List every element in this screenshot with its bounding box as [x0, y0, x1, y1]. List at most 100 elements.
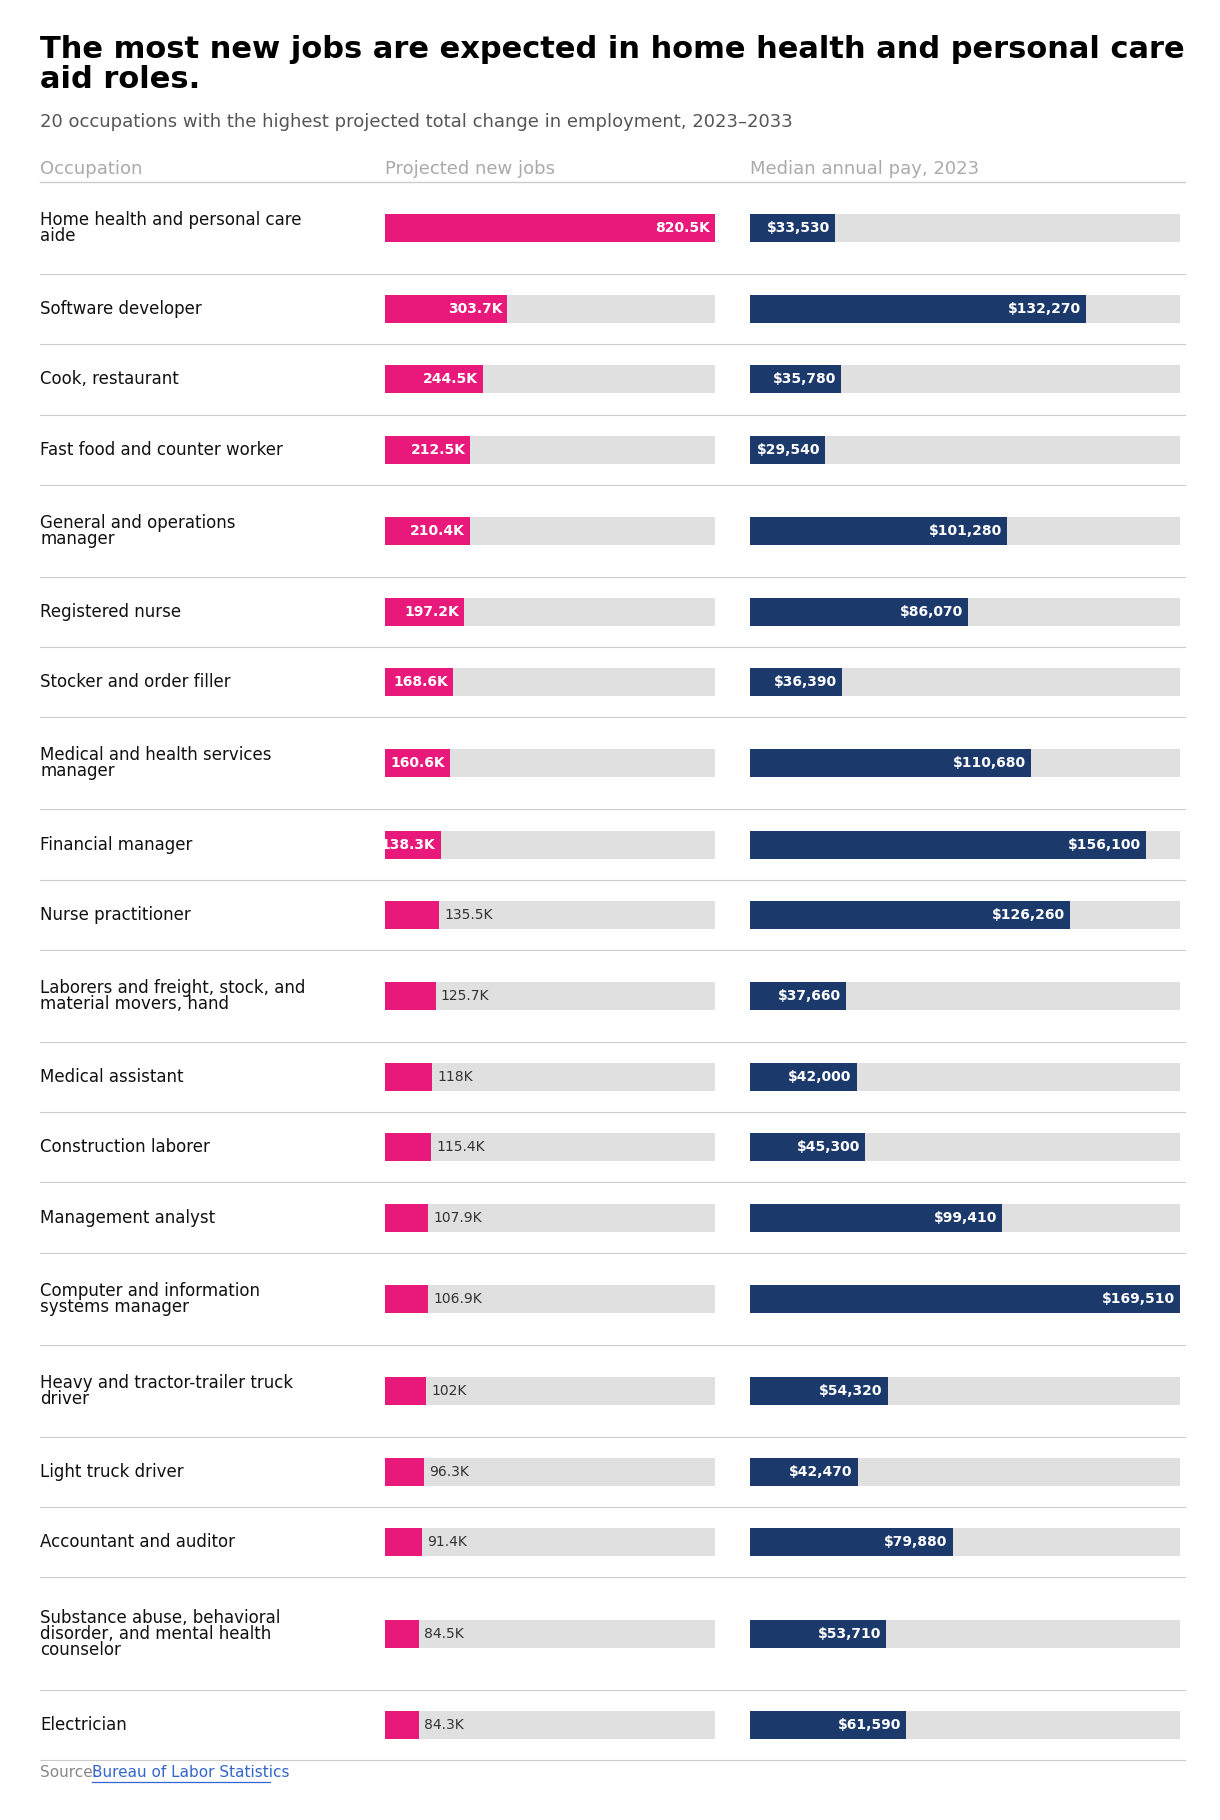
- Bar: [750, 983, 845, 1010]
- Bar: [750, 1285, 1180, 1312]
- Text: Accountant and auditor: Accountant and auditor: [40, 1532, 235, 1551]
- Bar: [750, 517, 1006, 544]
- Text: 212.5K: 212.5K: [410, 442, 466, 457]
- Bar: [386, 1376, 426, 1405]
- Text: General and operations: General and operations: [40, 513, 235, 531]
- Bar: [750, 750, 1031, 777]
- Bar: [386, 435, 715, 464]
- Text: $110,680: $110,680: [953, 757, 1026, 770]
- Text: 84.5K: 84.5K: [425, 1627, 464, 1640]
- Text: 125.7K: 125.7K: [440, 988, 489, 1003]
- Text: $156,100: $156,100: [1068, 837, 1141, 852]
- Text: 244.5K: 244.5K: [423, 373, 478, 386]
- Bar: [750, 901, 1070, 928]
- Bar: [386, 750, 450, 777]
- Text: Projected new jobs: Projected new jobs: [386, 160, 555, 178]
- Text: $132,270: $132,270: [1008, 302, 1081, 317]
- Text: Median annual pay, 2023: Median annual pay, 2023: [750, 160, 980, 178]
- Text: Electrician: Electrician: [40, 1716, 127, 1734]
- Text: $79,880: $79,880: [884, 1534, 948, 1549]
- Bar: [750, 1063, 1180, 1090]
- Text: $126,260: $126,260: [992, 908, 1065, 921]
- Bar: [750, 215, 834, 242]
- Bar: [386, 295, 715, 324]
- Text: 197.2K: 197.2K: [405, 604, 459, 619]
- Bar: [386, 830, 440, 859]
- Text: 160.6K: 160.6K: [390, 757, 444, 770]
- Text: $169,510: $169,510: [1102, 1292, 1175, 1305]
- Text: $86,070: $86,070: [900, 604, 964, 619]
- Bar: [750, 599, 969, 626]
- Text: Fast food and counter worker: Fast food and counter worker: [40, 440, 283, 459]
- Text: $101,280: $101,280: [928, 524, 1002, 539]
- Text: 210.4K: 210.4K: [410, 524, 465, 539]
- Text: Light truck driver: Light truck driver: [40, 1463, 184, 1481]
- Text: Heavy and tractor-trailer truck: Heavy and tractor-trailer truck: [40, 1374, 293, 1392]
- Text: aid roles.: aid roles.: [40, 66, 200, 95]
- Bar: [750, 1134, 1180, 1161]
- Text: Stocker and order filler: Stocker and order filler: [40, 673, 231, 692]
- Bar: [386, 599, 465, 626]
- Bar: [386, 1458, 715, 1485]
- Text: $35,780: $35,780: [772, 373, 836, 386]
- Text: manager: manager: [40, 763, 115, 781]
- Bar: [750, 435, 825, 464]
- Text: Cook, restaurant: Cook, restaurant: [40, 371, 179, 388]
- Bar: [750, 366, 1180, 393]
- Text: Software developer: Software developer: [40, 300, 201, 318]
- Bar: [386, 668, 715, 697]
- Text: $33,530: $33,530: [767, 220, 830, 235]
- Bar: [750, 517, 1180, 544]
- Text: counselor: counselor: [40, 1640, 121, 1658]
- Bar: [386, 1285, 428, 1312]
- Bar: [386, 366, 483, 393]
- Bar: [750, 1203, 1180, 1232]
- Text: manager: manager: [40, 530, 115, 548]
- Text: $53,710: $53,710: [817, 1627, 881, 1640]
- Text: 820.5K: 820.5K: [655, 220, 710, 235]
- Text: Laborers and freight, stock, and: Laborers and freight, stock, and: [40, 979, 305, 997]
- Text: systems manager: systems manager: [40, 1298, 189, 1316]
- Text: 115.4K: 115.4K: [437, 1141, 486, 1154]
- Bar: [386, 1458, 423, 1485]
- Bar: [386, 1063, 432, 1090]
- Bar: [386, 1134, 432, 1161]
- Text: 135.5K: 135.5K: [444, 908, 493, 921]
- Bar: [386, 901, 715, 928]
- Text: driver: driver: [40, 1390, 89, 1407]
- Text: Substance abuse, behavioral: Substance abuse, behavioral: [40, 1609, 281, 1627]
- Text: aide: aide: [40, 228, 76, 246]
- Text: $42,470: $42,470: [789, 1465, 853, 1480]
- Bar: [386, 1529, 715, 1556]
- Bar: [750, 1134, 865, 1161]
- Text: Home health and personal care: Home health and personal care: [40, 211, 301, 229]
- Text: 107.9K: 107.9K: [433, 1210, 482, 1225]
- Bar: [386, 1529, 422, 1556]
- Bar: [750, 830, 1180, 859]
- Text: material movers, hand: material movers, hand: [40, 996, 229, 1014]
- Text: Management analyst: Management analyst: [40, 1208, 215, 1227]
- Text: Computer and information: Computer and information: [40, 1281, 260, 1299]
- Text: $45,300: $45,300: [797, 1141, 860, 1154]
- Bar: [750, 1458, 1180, 1485]
- Text: Medical and health services: Medical and health services: [40, 746, 272, 764]
- Bar: [386, 517, 715, 544]
- Bar: [750, 1285, 1180, 1312]
- Text: $37,660: $37,660: [777, 988, 841, 1003]
- Bar: [750, 295, 1180, 324]
- Bar: [386, 1620, 715, 1647]
- Text: 118K: 118K: [438, 1070, 473, 1085]
- Bar: [386, 1134, 715, 1161]
- Bar: [750, 1529, 953, 1556]
- Text: Construction laborer: Construction laborer: [40, 1138, 210, 1156]
- Bar: [750, 1203, 1002, 1232]
- Bar: [750, 1711, 906, 1738]
- Bar: [750, 435, 1180, 464]
- Text: The most new jobs are expected in home health and personal care: The most new jobs are expected in home h…: [40, 35, 1185, 64]
- Bar: [750, 668, 842, 697]
- Bar: [386, 983, 715, 1010]
- Bar: [750, 366, 841, 393]
- Text: $61,590: $61,590: [838, 1718, 902, 1733]
- Text: $29,540: $29,540: [756, 442, 820, 457]
- Bar: [750, 901, 1180, 928]
